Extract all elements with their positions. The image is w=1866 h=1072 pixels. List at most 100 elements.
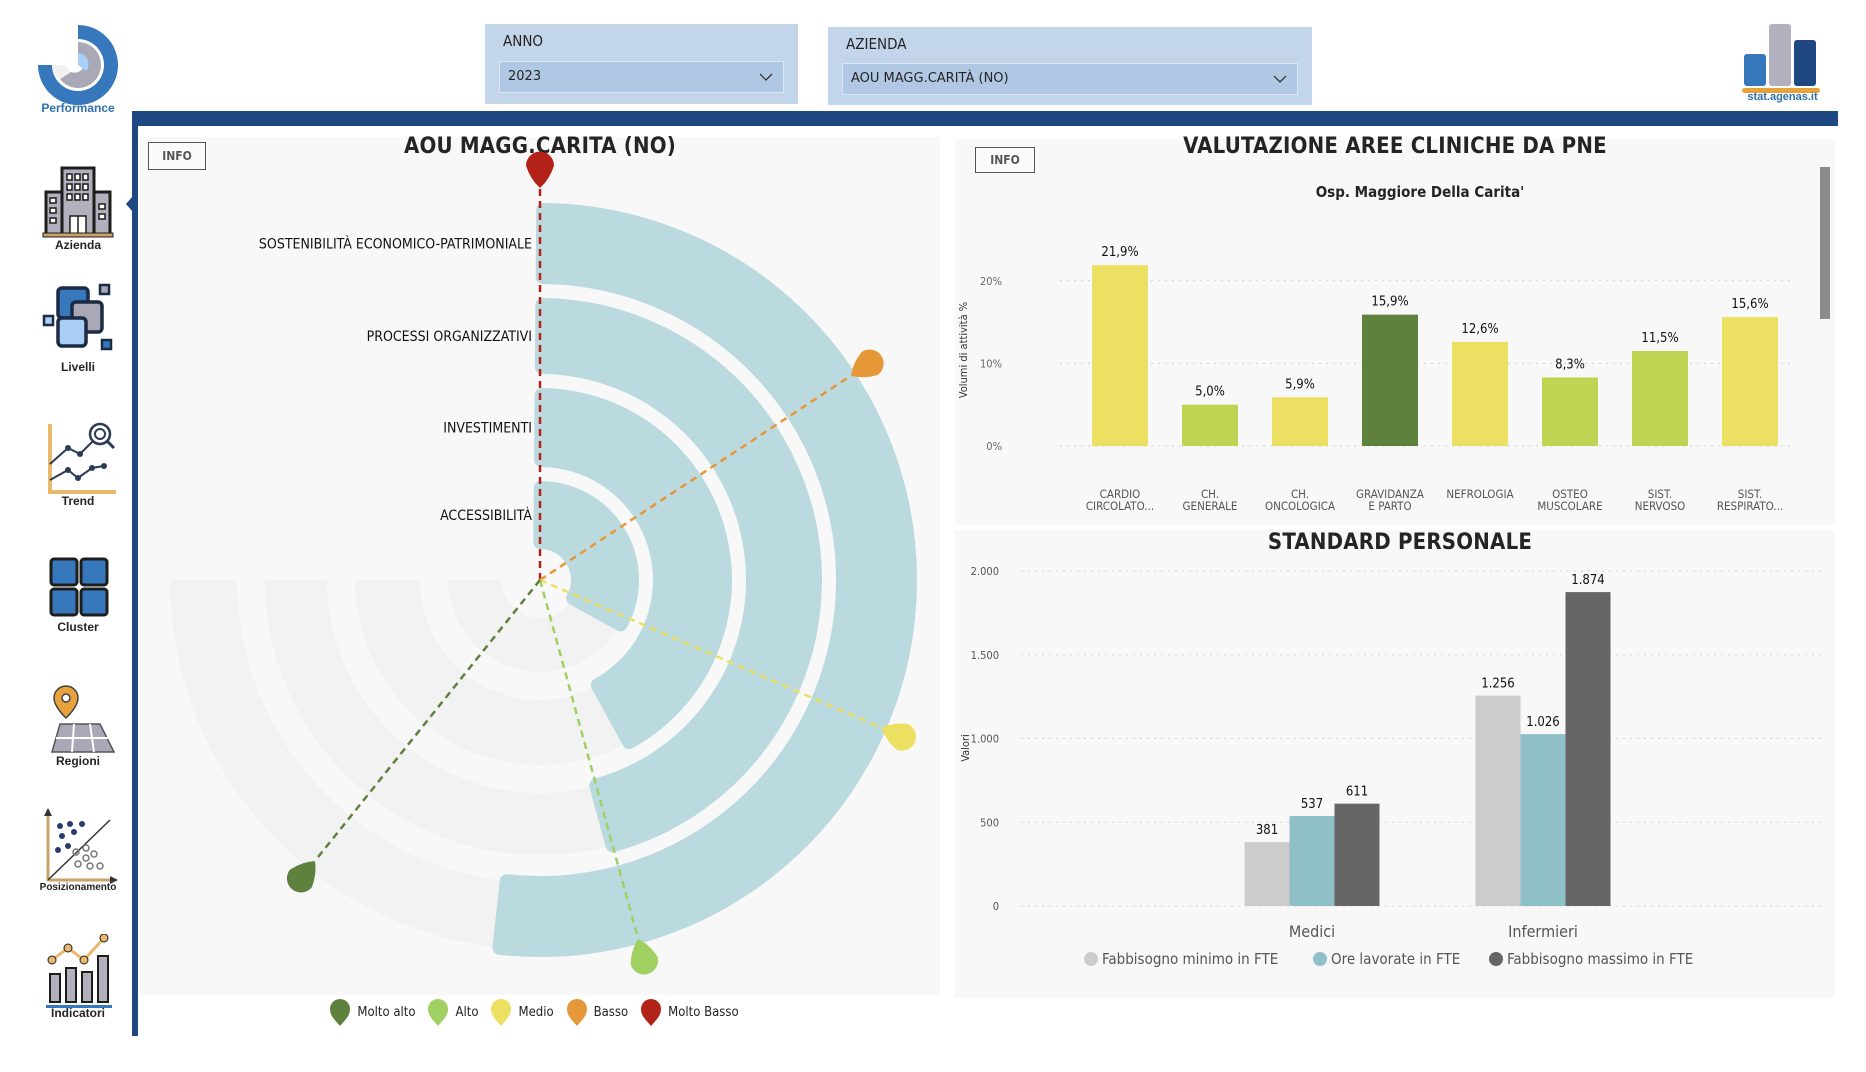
performance-logo[interactable] [36,20,120,120]
x-tick-label: CH. [1201,487,1219,501]
azienda-selected-value: AOU MAGG.CARITÀ (NO) [851,71,1009,86]
y-tick-label: 1.000 [971,733,999,746]
map-pin-icon [51,685,116,753]
legend-item[interactable]: Alto [427,998,478,1026]
x-tick-label: SIST. [1738,487,1762,501]
data-label: 12,6% [1461,322,1498,337]
pne-info-button[interactable]: INFO [975,147,1035,173]
legend-dot [1084,952,1098,966]
y-tick-label: 500 [980,816,999,829]
legend-label: Ore lavorate in FTE [1331,950,1460,968]
pne-scrollbar[interactable] [1820,167,1830,319]
building-icon [42,166,114,238]
data-label: 1.874 [1571,573,1604,588]
radial-category-label: ACCESSIBILITÀ [440,507,532,524]
x-tick-label: OSTEO [1552,487,1588,501]
x-tick-label: GENERALE [1183,499,1238,513]
radial-category-label: PROCESSI ORGANIZZATIVI [367,329,532,345]
y-tick-label: 20% [980,275,1002,288]
performance-logo-icon [38,25,118,105]
agenas-bars-icon [1742,24,1820,93]
x-tick-label: SIST. [1648,487,1672,501]
header-divider-bar [132,111,1838,126]
sidebar-item-trend[interactable]: Trend [28,420,128,508]
sidebar-item-label: Trend [61,494,95,508]
data-label: 5,0% [1195,385,1225,400]
legend-item[interactable]: Basso [566,998,628,1026]
staff-bar-chart: Valori 0 500 1.000 1.500 2.000 381 537 611 Medici… [959,565,1825,968]
bar-ore-lavorate-in-fte [1289,816,1335,906]
sidebar-divider-bar [132,111,138,1036]
sidebar-item-azienda[interactable]: Azienda [28,164,128,252]
data-label: 21,9% [1101,245,1138,260]
radial-bar [533,481,639,632]
legend-label: Molto Basso [668,1004,739,1020]
sidebar-item-livelli[interactable]: Livelli [28,282,128,374]
bar [1092,265,1148,446]
agenas-logo[interactable] [1740,20,1820,110]
filter-azienda-label: AZIENDA [846,35,907,53]
data-label: 381 [1256,823,1278,838]
bar-line-chart-icon [46,934,112,1008]
radial-bar [534,298,822,853]
sidebar-item-regioni[interactable]: Regioni [28,682,128,768]
x-tick-label: ONCOLOGICA [1265,499,1335,513]
active-nav-pointer [126,190,138,218]
legend-item[interactable]: Molto alto [329,998,415,1026]
legend-marker-icon [428,999,449,1026]
trend-chart-icon [48,422,116,494]
x-tick-label: NEFROLOGIA [1446,487,1513,501]
anno-dropdown[interactable]: 2023 [499,61,784,93]
data-label: 15,9% [1371,295,1408,310]
radial-bar-chart: SOSTENIBILITÀ ECONOMICO-PATRIMONIALE PROC… [170,151,917,975]
y-tick-label: 0% [986,440,1002,453]
bar [1182,404,1238,446]
legend-marker-icon [491,999,512,1026]
bar-fabbisogno-minimo-in-fte [1244,842,1290,906]
radial-info-button[interactable]: INFO [148,142,206,170]
sidebar-item-label: Livelli [60,360,95,374]
scatter-plot-icon [44,808,118,884]
azienda-dropdown[interactable]: AOU MAGG.CARITÀ (NO) [842,63,1298,95]
y-tick-label: 0 [993,900,999,913]
staff-panel [955,530,1835,998]
legend-label: Medio [518,1004,554,1020]
pne-bar-chart: Volumi di attività %0%10%20%21,9%CARDIOC… [957,245,1790,513]
legend-item[interactable]: Molto Basso [640,998,739,1026]
bar [1722,317,1778,446]
radial-bar [492,203,917,957]
y-axis-label: Valori [959,734,972,762]
threshold-marker-molto-basso [526,151,554,188]
sidebar-item-cluster[interactable]: Cluster [28,556,128,634]
legend-item[interactable]: Medio [490,998,554,1026]
legend-label: Alto [455,1004,479,1020]
data-label: 11,5% [1641,331,1678,346]
sidebar-item-posizionamento[interactable]: Posizionamento [28,808,128,893]
pne-panel-title: VALUTAZIONE AREE CLINICHE DA PNE [1183,134,1607,159]
data-label: 1.256 [1481,677,1514,692]
y-tick-label: 2.000 [971,565,999,578]
x-tick-label: MUSCOLARE [1537,499,1602,513]
sidebar-item-label: Azienda [54,238,101,252]
legend-marker-icon [641,999,662,1026]
data-label: 15,6% [1731,297,1768,312]
sidebar-item-indicatori[interactable]: Indicatori [28,934,128,1020]
threshold-marker-alto [630,938,659,975]
legend-marker-icon [566,999,587,1026]
chevron-down-icon [759,73,773,81]
x-tick-label: E PARTO [1368,499,1411,513]
layers-icon [42,283,113,351]
bar [1632,351,1688,446]
bar [1272,397,1328,446]
y-tick-label: 10% [980,357,1002,370]
bar-fabbisogno-massimo-in-fte [1334,803,1380,906]
x-tick-label: NERVOSO [1635,499,1686,513]
filter-azienda: AZIENDA AOU MAGG.CARITÀ (NO) [828,27,1312,105]
data-label: 1.026 [1526,715,1559,730]
threshold-line [538,579,640,940]
data-label: 8,3% [1555,357,1585,372]
legend-label: Molto alto [357,1004,416,1020]
agenas-logo-label: stat.agenas.it [1747,91,1818,103]
data-label: 537 [1301,797,1323,812]
radial-category-label: INVESTIMENTI [443,421,532,437]
